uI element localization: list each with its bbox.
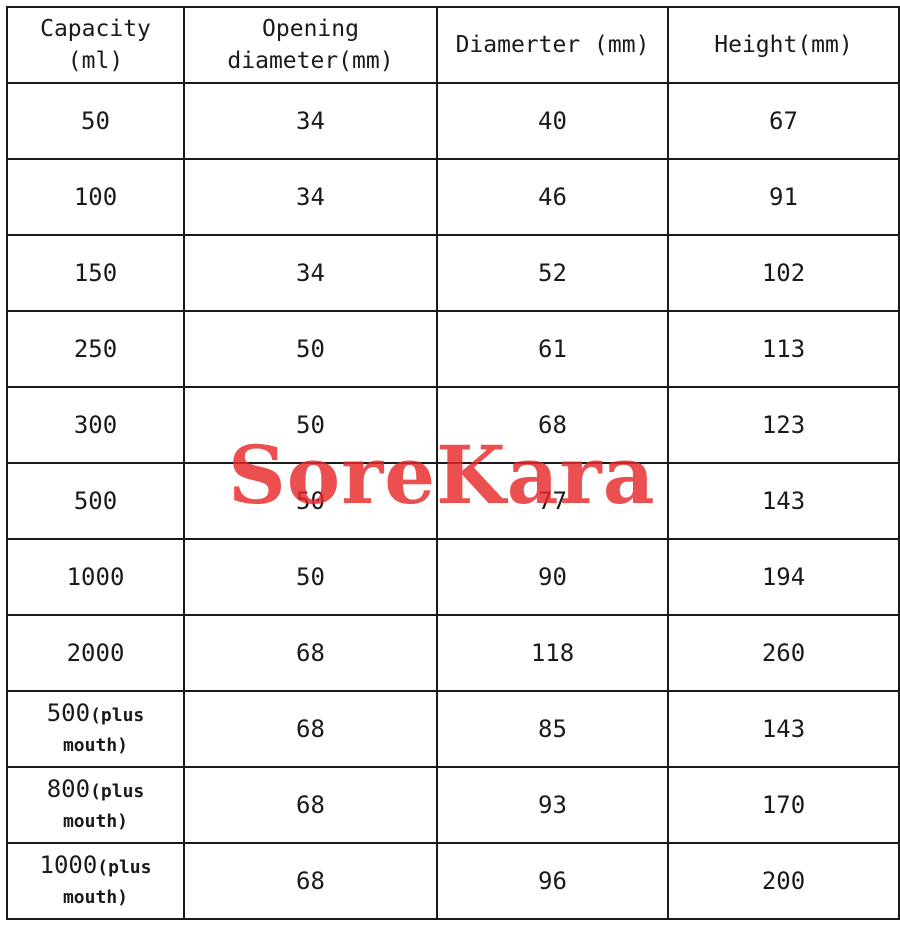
cell-diameter: 77: [436, 462, 669, 540]
cell-diameter: 118: [436, 614, 669, 692]
cell-height: 113: [667, 310, 900, 388]
cell-height: 67: [667, 82, 900, 160]
table-row: 250 50 61 113: [6, 310, 900, 388]
capacity-note-line2: mouth): [62, 811, 128, 832]
cell-opening-diameter: 68: [183, 614, 438, 692]
cell-opening-diameter: 50: [183, 462, 438, 540]
cell-capacity: 1000(plus mouth): [6, 842, 185, 920]
table-row: 100 34 46 91: [6, 158, 900, 236]
capacity-with-note: 800(plus mouth): [47, 775, 145, 835]
table-row: 150 34 52 102: [6, 234, 900, 312]
cell-diameter: 96: [436, 842, 669, 920]
cell-capacity: 2000: [6, 614, 185, 692]
cell-opening-diameter: 68: [183, 766, 438, 844]
cell-diameter: 68: [436, 386, 669, 464]
table-row: 800(plus mouth) 68 93 170: [6, 766, 900, 844]
cell-height: 200: [667, 842, 900, 920]
cell-capacity: 500: [6, 462, 185, 540]
cell-capacity: 100: [6, 158, 185, 236]
table-body: 50 34 40 67 100 34 46 91 150 34 52 102 250 50 61 113 300…: [6, 82, 900, 920]
cell-height: 102: [667, 234, 900, 312]
capacity-value: 1000: [39, 851, 98, 879]
cell-height: 194: [667, 538, 900, 616]
cell-height: 143: [667, 690, 900, 768]
cell-height: 143: [667, 462, 900, 540]
header-opening-line2: diameter(mm): [227, 48, 394, 74]
table-row: 500 50 77 143: [6, 462, 900, 540]
cell-diameter: 52: [436, 234, 669, 312]
table-row: 300 50 68 123: [6, 386, 900, 464]
header-capacity-line2: (ml): [67, 48, 124, 74]
cell-height: 91: [667, 158, 900, 236]
cell-height: 260: [667, 614, 900, 692]
cell-capacity: 300: [6, 386, 185, 464]
cell-opening-diameter: 68: [183, 842, 438, 920]
cell-diameter: 90: [436, 538, 669, 616]
cell-capacity: 150: [6, 234, 185, 312]
header-height: Height(mm): [667, 6, 900, 84]
header-capacity: Capacity (ml): [6, 6, 185, 84]
table-row: 50 34 40 67: [6, 82, 900, 160]
cell-opening-diameter: 34: [183, 158, 438, 236]
cell-diameter: 40: [436, 82, 669, 160]
cell-diameter: 61: [436, 310, 669, 388]
cell-diameter: 46: [436, 158, 669, 236]
cell-opening-diameter: 50: [183, 538, 438, 616]
cell-opening-diameter: 50: [183, 386, 438, 464]
table-row: 1000 50 90 194: [6, 538, 900, 616]
header-opening-line1: Opening: [262, 16, 359, 42]
capacity-value: 800: [46, 775, 91, 803]
table-row: 2000 68 118 260: [6, 614, 900, 692]
capacity-note: (plus: [90, 781, 145, 802]
cell-capacity: 800(plus mouth): [6, 766, 185, 844]
cell-diameter: 85: [436, 690, 669, 768]
header-row: Capacity (ml) Opening diameter(mm) Diame…: [6, 6, 900, 84]
capacity-value: 500: [46, 699, 91, 727]
capacity-note: (plus: [97, 857, 152, 878]
table-row: 500(plus mouth) 68 85 143: [6, 690, 900, 768]
cell-opening-diameter: 68: [183, 690, 438, 768]
capacity-note: (plus: [90, 705, 145, 726]
capacity-with-note: 500(plus mouth): [47, 699, 145, 759]
cell-opening-diameter: 50: [183, 310, 438, 388]
cell-opening-diameter: 34: [183, 82, 438, 160]
cell-capacity: 1000: [6, 538, 185, 616]
cell-opening-diameter: 34: [183, 234, 438, 312]
header-capacity-line1: Capacity: [40, 16, 151, 42]
spec-table: Capacity (ml) Opening diameter(mm) Diame…: [6, 6, 900, 920]
cell-capacity: 50: [6, 82, 185, 160]
cell-capacity: 250: [6, 310, 185, 388]
header-opening-diameter: Opening diameter(mm): [183, 6, 438, 84]
capacity-with-note: 1000(plus mouth): [40, 851, 152, 911]
capacity-note-line2: mouth): [62, 887, 128, 908]
cell-capacity: 500(plus mouth): [6, 690, 185, 768]
header-diameter-label: Diamerter (mm): [455, 32, 650, 58]
header-diameter: Diamerter (mm): [436, 6, 669, 84]
cell-diameter: 93: [436, 766, 669, 844]
cell-height: 123: [667, 386, 900, 464]
header-height-label: Height(mm): [714, 32, 853, 58]
capacity-note-line2: mouth): [62, 735, 128, 756]
table-row: 1000(plus mouth) 68 96 200: [6, 842, 900, 920]
cell-height: 170: [667, 766, 900, 844]
